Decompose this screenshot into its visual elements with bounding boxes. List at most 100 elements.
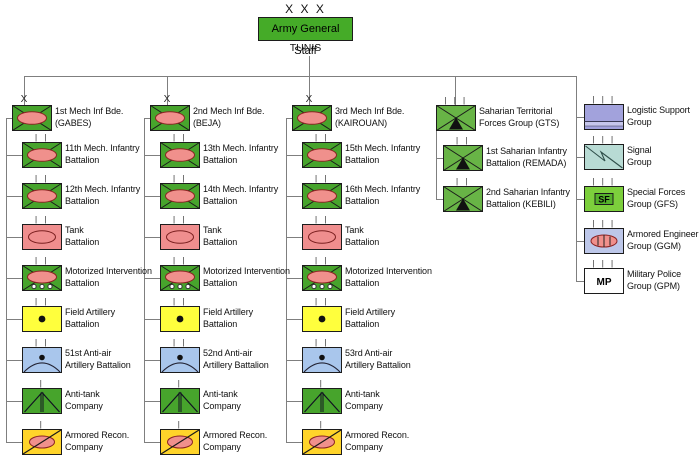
echelon-mark bbox=[22, 337, 62, 347]
unit-armored-recon-coy-2[interactable]: Armored Recon.Company bbox=[160, 429, 267, 455]
echelon-mark bbox=[22, 296, 62, 306]
special-forces-icon: SF bbox=[584, 186, 624, 212]
mech-infantry-icon bbox=[292, 105, 332, 131]
echelon-mark bbox=[436, 95, 476, 105]
connector bbox=[144, 155, 160, 156]
unit-label: Field Artillery Battalion bbox=[65, 307, 116, 329]
mech-infantry-icon bbox=[150, 105, 190, 131]
echelon-mark bbox=[147, 95, 187, 105]
echelon-mark bbox=[302, 255, 342, 265]
echelon-mark bbox=[302, 214, 342, 224]
connector bbox=[144, 442, 160, 443]
mech-infantry-icon bbox=[160, 142, 200, 168]
tank-icon bbox=[160, 224, 200, 250]
unit-armored-recon-coy-3[interactable]: Armored Recon.Company bbox=[302, 429, 409, 455]
connector bbox=[576, 76, 577, 281]
echelon-mark bbox=[443, 135, 483, 145]
unit-label: Motorized Intervention Battalion bbox=[203, 266, 290, 288]
unit-label: 15th Mech. Infantry Battalion bbox=[345, 143, 421, 165]
echelon-mark bbox=[584, 218, 624, 228]
echelon-mark bbox=[4, 95, 44, 105]
echelon-mark bbox=[22, 378, 62, 388]
echelon-mark bbox=[160, 296, 200, 306]
unit-2nd-mech-inf-bde[interactable]: 2nd Mech Inf Bde.(BEJA) bbox=[150, 105, 264, 131]
tank-icon bbox=[302, 224, 342, 250]
armored-engineer-icon bbox=[584, 228, 624, 254]
connector bbox=[309, 56, 310, 76]
echelon-mark bbox=[160, 419, 200, 429]
echelon-mark bbox=[160, 214, 200, 224]
connector bbox=[286, 319, 302, 320]
echelon-mark bbox=[302, 378, 342, 388]
connector bbox=[286, 237, 302, 238]
connector bbox=[576, 281, 584, 282]
connector bbox=[6, 442, 22, 443]
unit-label: Anti-tank Company bbox=[345, 389, 383, 411]
unit-label: 14th Mech. Infantry Battalion bbox=[203, 184, 279, 206]
anti-tank-icon bbox=[22, 388, 62, 414]
unit-label: 52nd Anti-air Artillery Battalion bbox=[203, 348, 269, 370]
unit-1st-mech-inf-bde[interactable]: 1st Mech Inf Bde.(GABES) bbox=[12, 105, 123, 131]
unit-label: 2nd Mech Inf Bde. (BEJA) bbox=[193, 106, 265, 128]
military-police-icon: MP bbox=[584, 268, 624, 294]
anti-air-artillery-icon bbox=[302, 347, 342, 373]
tank-icon bbox=[22, 224, 62, 250]
saharian-infantry-icon bbox=[436, 105, 476, 131]
echelon-mark bbox=[584, 134, 624, 144]
mech-infantry-icon bbox=[160, 183, 200, 209]
unit-label: Tank Battalion bbox=[203, 225, 238, 247]
echelon-mark bbox=[584, 258, 624, 268]
connector bbox=[6, 196, 22, 197]
unit-label: Tank Battalion bbox=[65, 225, 100, 247]
unit-armored-recon-coy-1[interactable]: Armored Recon.Company bbox=[22, 429, 129, 455]
mech-infantry-icon bbox=[22, 183, 62, 209]
connector bbox=[6, 118, 7, 442]
armored-recon-icon bbox=[302, 429, 342, 455]
anti-tank-icon bbox=[302, 388, 342, 414]
unit-label: 53rd Anti-air Artillery Battalion bbox=[345, 348, 411, 370]
mech-infantry-icon bbox=[22, 142, 62, 168]
connector bbox=[286, 155, 302, 156]
logistic-icon bbox=[584, 104, 624, 130]
unit-label: 13th Mech. Infantry Battalion bbox=[203, 143, 279, 165]
motorized-infantry-icon bbox=[160, 265, 200, 291]
echelon-mark bbox=[443, 176, 483, 186]
unit-label: Military Police Group (GPM) bbox=[627, 269, 682, 291]
connector bbox=[286, 196, 302, 197]
unit-3rd-mech-inf-bde[interactable]: 3rd Mech Inf Bde.(KAIROUAN) bbox=[292, 105, 404, 131]
echelon-mark bbox=[22, 173, 62, 183]
echelon-mark bbox=[160, 132, 200, 142]
connector bbox=[144, 278, 160, 279]
army-general-staff-box[interactable]: Army General Staff bbox=[258, 17, 353, 57]
unit-label: 12th Mech. Infantry Battalion bbox=[65, 184, 141, 206]
